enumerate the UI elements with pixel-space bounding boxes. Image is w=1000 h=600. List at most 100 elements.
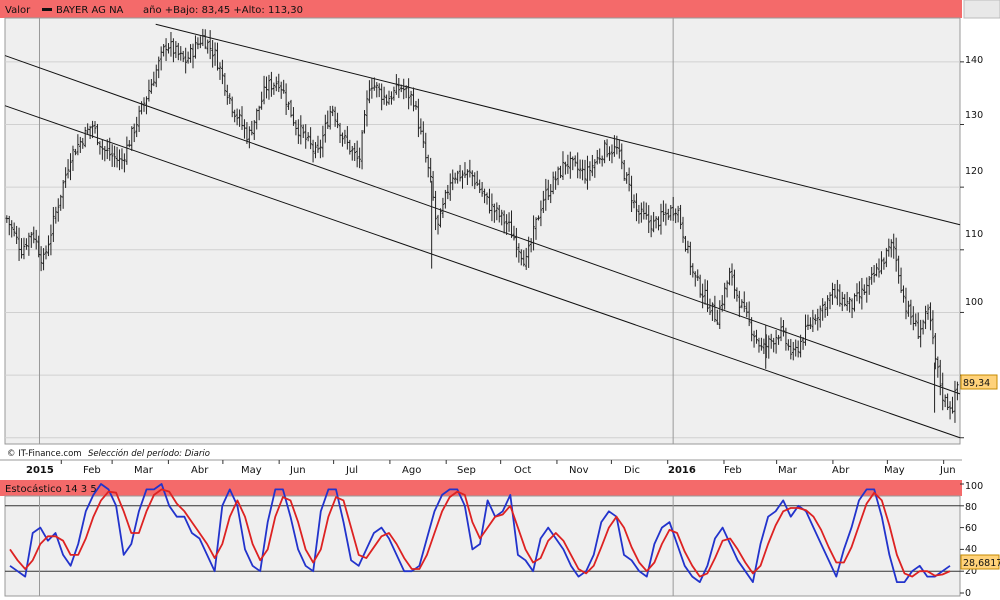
ohlc-bar <box>42 248 45 271</box>
ohlc-bar <box>230 96 234 118</box>
ohlc-bar <box>897 255 900 284</box>
ohlc-bar <box>517 243 521 263</box>
ohlc-bar <box>520 249 523 266</box>
right-scroll-strip[interactable] <box>963 0 1000 19</box>
ohlc-bar <box>196 37 200 50</box>
ohlc-bar <box>620 143 624 170</box>
ohlc-bar <box>387 90 391 105</box>
ohlc-bar <box>338 122 342 144</box>
ohlc-bar <box>657 216 660 231</box>
ohlc-bar <box>801 337 805 350</box>
ohlc-bar <box>226 84 229 105</box>
ohlc-bar <box>615 135 619 155</box>
ohlc-bar <box>674 208 677 224</box>
ohlc-bar <box>495 202 499 221</box>
ohlc-bar <box>544 178 548 211</box>
ohlc-bar <box>742 291 746 313</box>
ohlc-bar <box>833 283 837 299</box>
ohlc-bar <box>779 317 783 342</box>
ohlc-bar <box>863 284 866 295</box>
ohlc-bar <box>473 172 477 190</box>
ohlc-bar <box>444 189 447 209</box>
stoch-plot-area <box>4 495 961 597</box>
ohlc-bar <box>916 312 920 340</box>
ohlc-bar <box>720 295 724 312</box>
price-bars <box>5 28 959 423</box>
stoch-tick-20: 20 <box>965 566 977 577</box>
ohlc-bar <box>956 381 959 401</box>
ohlc-bar <box>534 217 538 240</box>
ohlc-bar <box>27 232 31 256</box>
ohlc-bar <box>375 82 379 98</box>
ohlc-bar <box>696 269 700 281</box>
ohlc-bar <box>358 147 361 169</box>
ohlc-bar <box>745 302 749 318</box>
ohlc-bar <box>319 139 322 159</box>
ohlc-bar <box>843 294 847 307</box>
price-tick-140: 140 <box>965 55 983 66</box>
ohlc-bar <box>774 330 778 354</box>
ohlc-bar <box>728 267 731 286</box>
ohlc-bar <box>946 393 949 411</box>
ohlc-bar <box>399 84 403 93</box>
ohlc-bar <box>402 78 406 100</box>
ohlc-bar <box>581 159 584 181</box>
ohlc-bar <box>468 159 472 178</box>
ohlc-bar <box>951 396 954 414</box>
price-plot-area <box>4 17 961 445</box>
ohlc-bar <box>733 269 736 299</box>
ohlc-bar <box>56 198 60 222</box>
ohlc-bar <box>654 216 658 229</box>
ohlc-bar <box>76 134 80 156</box>
ohlc-bar <box>566 154 570 174</box>
month-label-abr-2015: Abr <box>191 465 209 476</box>
ohlc-bar <box>223 73 227 96</box>
ohlc-bar <box>154 64 158 88</box>
ohlc-bar <box>103 146 107 162</box>
ohlc-bar <box>360 130 364 170</box>
ohlc-bar <box>316 135 320 153</box>
ohlc-bar <box>936 356 940 378</box>
ohlc-bar <box>671 196 675 221</box>
ohlc-bar <box>561 151 565 180</box>
stoch-d-line <box>9 488 951 578</box>
month-label-nov-2015: Nov <box>569 465 589 476</box>
ohlc-bar <box>796 340 800 358</box>
ohlc-bar <box>456 170 459 184</box>
ohlc-bar <box>681 216 685 243</box>
ohlc-bar <box>902 285 905 303</box>
ohlc-bar <box>934 333 937 370</box>
header-bar <box>0 0 962 18</box>
month-label-oct-2015: Oct <box>514 465 531 476</box>
ohlc-bar <box>20 238 23 259</box>
ohlc-bar <box>595 149 599 165</box>
ohlc-bar <box>483 188 486 204</box>
ohlc-bar <box>125 136 129 165</box>
ohlc-bar <box>407 78 410 110</box>
month-label-feb-2016: Feb <box>724 465 742 476</box>
ohlc-bar <box>708 298 712 316</box>
ohlc-bar <box>840 291 844 312</box>
ohlc-bar <box>576 152 579 179</box>
ohlc-bar <box>931 310 935 345</box>
ohlc-bar <box>630 175 633 212</box>
ohlc-bar <box>118 149 121 171</box>
ohlc-bar <box>380 83 383 111</box>
ohlc-bar <box>49 224 53 256</box>
ohlc-bar <box>37 235 40 258</box>
ohlc-bar <box>294 120 298 136</box>
ohlc-bar <box>669 205 673 221</box>
ohlc-bar <box>870 267 873 285</box>
ohlc-bar <box>135 116 138 138</box>
ohlc-bar <box>782 319 785 337</box>
ohlc-bar <box>791 341 795 361</box>
ohlc-bar <box>485 192 489 205</box>
ohlc-bar <box>289 99 293 118</box>
ohlc-bar <box>373 77 376 91</box>
ohlc-bar <box>877 258 881 278</box>
ohlc-bar <box>512 225 516 241</box>
ohlc-bar <box>213 42 217 66</box>
ohlc-bar <box>132 123 136 143</box>
ohlc-bar <box>199 36 202 49</box>
ohlc-bar <box>79 136 82 153</box>
